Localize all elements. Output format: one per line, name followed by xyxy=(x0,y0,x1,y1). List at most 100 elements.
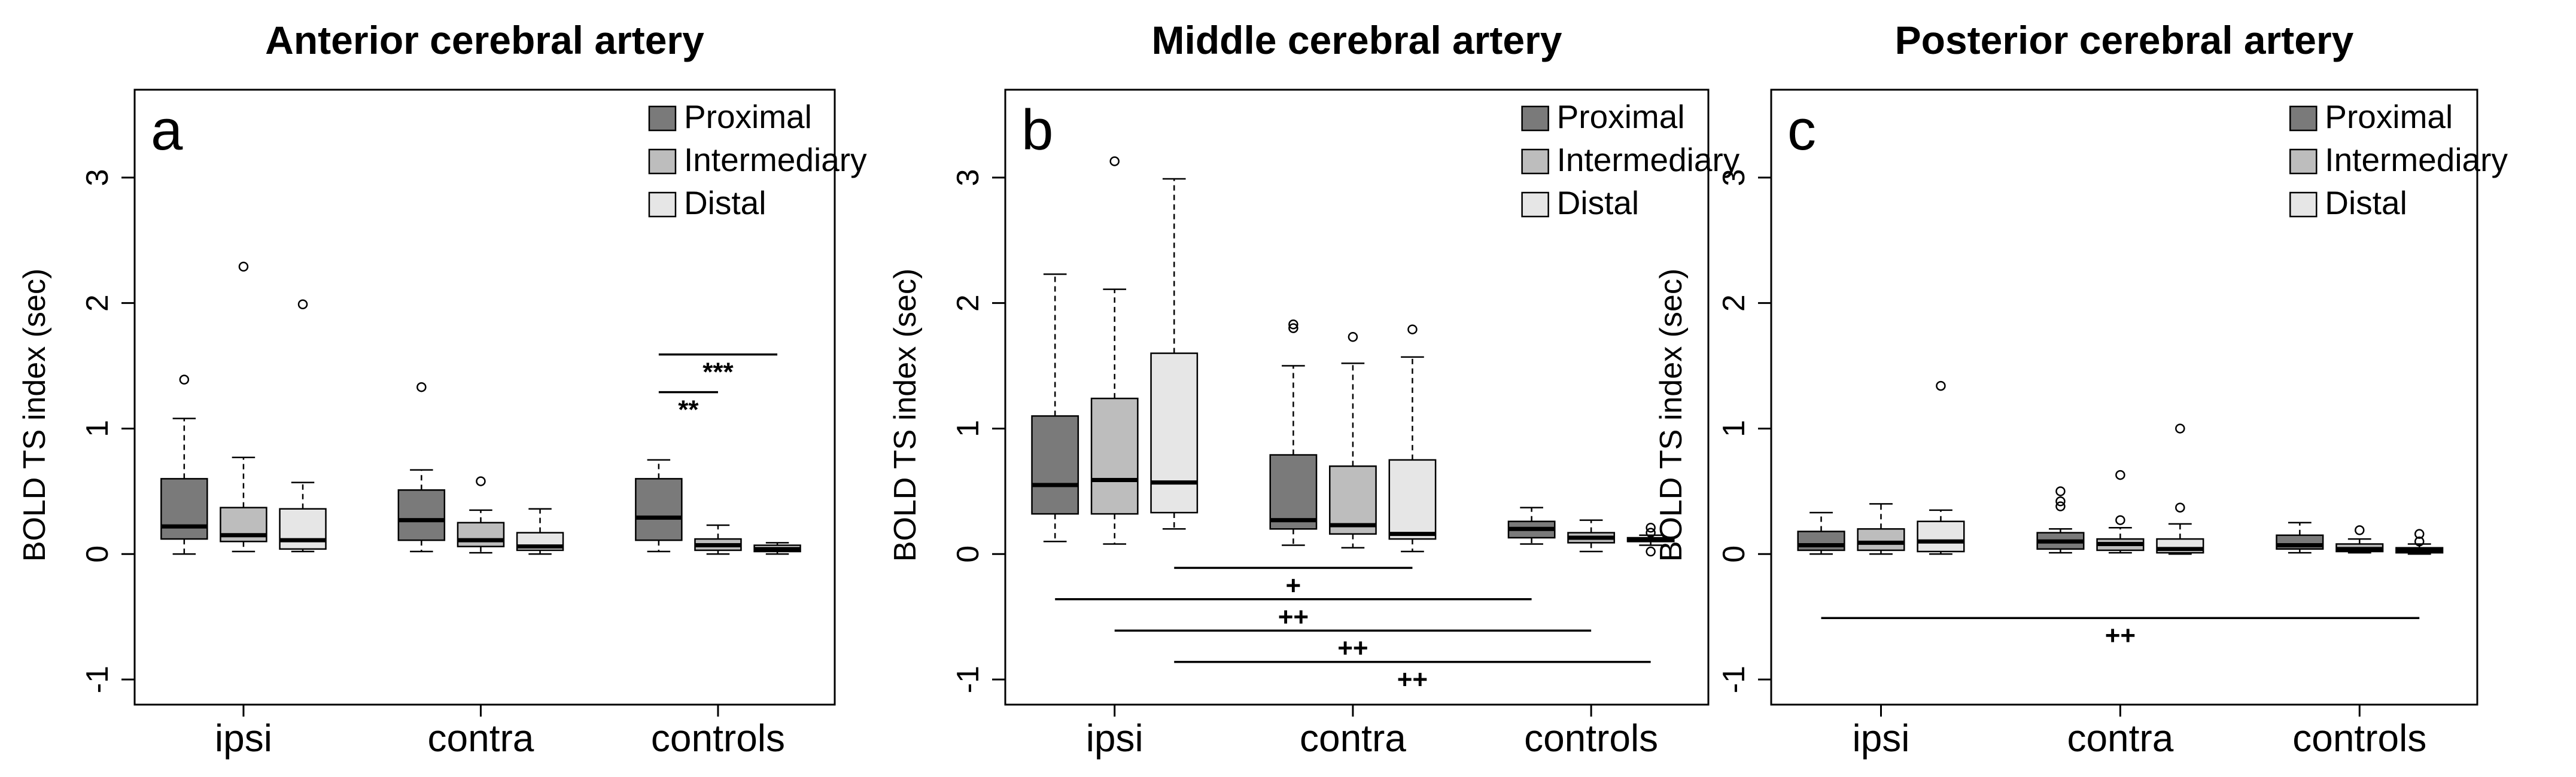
x-tick-label: ipsi xyxy=(1852,717,1909,760)
y-tick-label: 1 xyxy=(951,420,986,437)
plot-frame xyxy=(1004,89,1710,706)
outlier-point xyxy=(1288,319,1298,330)
box-iqr xyxy=(279,508,327,550)
legend-label: Distal xyxy=(2325,184,2407,221)
outlier-point xyxy=(2055,486,2066,496)
outlier-point xyxy=(2175,502,2185,513)
y-tick-label: 3 xyxy=(80,169,115,186)
significance-label: ** xyxy=(678,395,699,425)
boxplot-proximal xyxy=(1031,273,1079,543)
significance-label: ++ xyxy=(1278,602,1309,632)
outlier-point xyxy=(297,299,308,310)
boxplot-proximal xyxy=(160,374,208,555)
y-tick-label: 3 xyxy=(1717,169,1751,186)
box-iqr xyxy=(635,478,683,541)
box-iqr xyxy=(1917,520,1965,553)
y-tick-label: -1 xyxy=(1717,666,1751,693)
boxplot-distal xyxy=(1150,178,1199,530)
boxplot-distal xyxy=(279,299,327,553)
box-group-ipsi xyxy=(1031,156,1199,545)
y-tick-label: -1 xyxy=(80,666,115,693)
box-group-ipsi xyxy=(160,261,327,555)
panel-a: Anterior cerebral artery a -1 0 1 2 3 BOLD TS i… xyxy=(17,18,867,760)
legend-swatch-distal xyxy=(648,191,677,218)
boxplot-intermediary xyxy=(1090,156,1139,545)
y-tick-label: -1 xyxy=(951,666,986,693)
boxplot-proximal xyxy=(2036,486,2085,554)
boxplot-proximal xyxy=(2276,522,2324,554)
x-tick-label: contra xyxy=(428,717,534,760)
box-iqr xyxy=(1150,352,1199,514)
outlier-point xyxy=(1646,528,1656,538)
boxplot-intermediary xyxy=(1857,503,1905,555)
outlier-point xyxy=(1936,380,1946,391)
boxplot-distal xyxy=(516,508,564,555)
box-iqr xyxy=(1388,459,1437,540)
significance-label: ++ xyxy=(1337,633,1368,663)
outlier-point xyxy=(416,382,427,392)
significance-label: *** xyxy=(702,358,734,387)
chart-title: Posterior cerebral artery xyxy=(1895,18,2354,62)
boxplot-distal xyxy=(753,542,801,555)
outlier-point xyxy=(476,476,486,486)
chart-title: Middle cerebral artery xyxy=(1152,18,1562,62)
y-axis-label: BOLD TS index (sec) xyxy=(17,269,52,562)
legend-swatch-distal xyxy=(1521,191,1549,218)
x-tick-label: controls xyxy=(2292,717,2426,760)
boxplot-distal xyxy=(2156,423,2204,555)
legend-swatch-distal xyxy=(2289,191,2318,218)
boxplot-proximal xyxy=(397,382,446,553)
box-group-controls xyxy=(635,459,801,555)
legend-label: Proximal xyxy=(1557,98,1685,135)
plot-frame xyxy=(1770,89,2478,706)
outlier-point xyxy=(2055,501,2066,511)
y-tick-label: 0 xyxy=(80,546,115,563)
box-iqr xyxy=(160,478,208,540)
y-tick-label: 0 xyxy=(1717,546,1751,563)
boxplot-intermediary xyxy=(220,261,267,553)
boxplot-intermediary xyxy=(694,524,742,555)
boxplot-distal xyxy=(2395,529,2444,555)
significance-label: + xyxy=(1285,571,1301,600)
legend-swatch-intermediary xyxy=(1521,148,1549,175)
boxplot-intermediary xyxy=(2335,525,2384,554)
y-axis-label: BOLD TS index (sec) xyxy=(1654,269,1689,562)
boxplot-intermediary xyxy=(1567,519,1616,553)
legend: Proximal Intermediary Distal xyxy=(648,98,867,221)
outlier-point xyxy=(1407,324,1418,334)
legend: Proximal Intermediary Distal xyxy=(2289,98,2508,221)
legend-label: Proximal xyxy=(2325,98,2453,135)
boxplot-proximal xyxy=(635,459,683,553)
outlier-point xyxy=(2115,515,2125,525)
significance-label: ++ xyxy=(2105,621,2136,650)
x-tick-label: contra xyxy=(1300,717,1406,760)
y-tick-label: 2 xyxy=(951,294,986,312)
boxplot-proximal xyxy=(1507,507,1556,545)
outlier-point xyxy=(179,374,190,385)
box-iqr xyxy=(1031,415,1079,515)
box-group-contra xyxy=(397,382,564,555)
outlier-point xyxy=(2355,525,2365,535)
outlier-point xyxy=(1288,323,1298,333)
box-group-ipsi xyxy=(1797,380,1965,555)
outlier-point xyxy=(1109,156,1120,166)
x-tick-label: ipsi xyxy=(1086,717,1143,760)
legend-label: Distal xyxy=(1557,184,1640,221)
boxplot-distal xyxy=(1626,522,1675,557)
boxplot-proximal xyxy=(1797,511,1845,555)
boxplot-distal xyxy=(1388,324,1437,553)
panel-label: c xyxy=(1787,98,1816,162)
legend-swatch-proximal xyxy=(1521,105,1549,132)
boxplot-intermediary xyxy=(2096,470,2145,554)
panel-label: b xyxy=(1021,98,1053,162)
outlier-point xyxy=(1646,546,1656,557)
boxplot-distal xyxy=(1917,380,1965,555)
box-iqr xyxy=(1797,531,1845,551)
legend-swatch-proximal xyxy=(648,105,677,132)
legend-swatch-proximal xyxy=(2289,105,2318,132)
x-tick-label: controls xyxy=(651,717,785,760)
panel-label: a xyxy=(151,98,183,162)
y-tick-label: 1 xyxy=(80,420,115,437)
legend-swatch-intermediary xyxy=(648,148,677,175)
